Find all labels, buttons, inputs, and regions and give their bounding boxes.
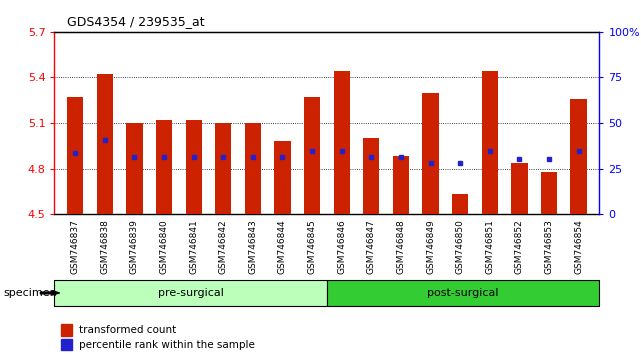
Text: GSM746838: GSM746838 bbox=[101, 219, 110, 274]
Text: GSM746845: GSM746845 bbox=[308, 219, 317, 274]
Bar bbox=[215, 123, 231, 214]
Text: GSM746842: GSM746842 bbox=[219, 219, 228, 274]
Bar bbox=[570, 99, 587, 214]
Bar bbox=[156, 120, 172, 214]
Text: pre-surgical: pre-surgical bbox=[158, 288, 224, 298]
Bar bbox=[67, 97, 83, 214]
Bar bbox=[481, 72, 498, 214]
Bar bbox=[333, 72, 350, 214]
Bar bbox=[97, 74, 113, 214]
Bar bbox=[54, 280, 327, 306]
Text: GSM746852: GSM746852 bbox=[515, 219, 524, 274]
Text: GSM746837: GSM746837 bbox=[71, 219, 79, 274]
Text: GSM746847: GSM746847 bbox=[367, 219, 376, 274]
Text: post-surgical: post-surgical bbox=[428, 288, 499, 298]
Text: GSM746841: GSM746841 bbox=[189, 219, 198, 274]
Text: GSM746853: GSM746853 bbox=[544, 219, 553, 274]
Text: GSM746846: GSM746846 bbox=[337, 219, 346, 274]
Bar bbox=[185, 120, 202, 214]
Text: percentile rank within the sample: percentile rank within the sample bbox=[79, 340, 254, 350]
Text: GSM746848: GSM746848 bbox=[396, 219, 406, 274]
Text: GSM746843: GSM746843 bbox=[248, 219, 258, 274]
Text: GSM746839: GSM746839 bbox=[130, 219, 139, 274]
Bar bbox=[541, 172, 557, 214]
Text: specimen: specimen bbox=[3, 288, 57, 298]
Bar bbox=[327, 280, 599, 306]
Text: transformed count: transformed count bbox=[79, 325, 176, 335]
Bar bbox=[452, 194, 469, 214]
Bar bbox=[512, 162, 528, 214]
Text: GSM746854: GSM746854 bbox=[574, 219, 583, 274]
Bar bbox=[274, 141, 290, 214]
Text: GSM746849: GSM746849 bbox=[426, 219, 435, 274]
Bar bbox=[126, 123, 142, 214]
Bar bbox=[245, 123, 261, 214]
Bar bbox=[363, 138, 379, 214]
Text: GSM746850: GSM746850 bbox=[456, 219, 465, 274]
Bar bbox=[422, 93, 438, 214]
Bar bbox=[393, 156, 409, 214]
Text: GDS4354 / 239535_at: GDS4354 / 239535_at bbox=[67, 15, 205, 28]
Text: GSM746851: GSM746851 bbox=[485, 219, 494, 274]
Bar bbox=[304, 97, 320, 214]
Text: GSM746840: GSM746840 bbox=[160, 219, 169, 274]
Text: GSM746844: GSM746844 bbox=[278, 219, 287, 274]
